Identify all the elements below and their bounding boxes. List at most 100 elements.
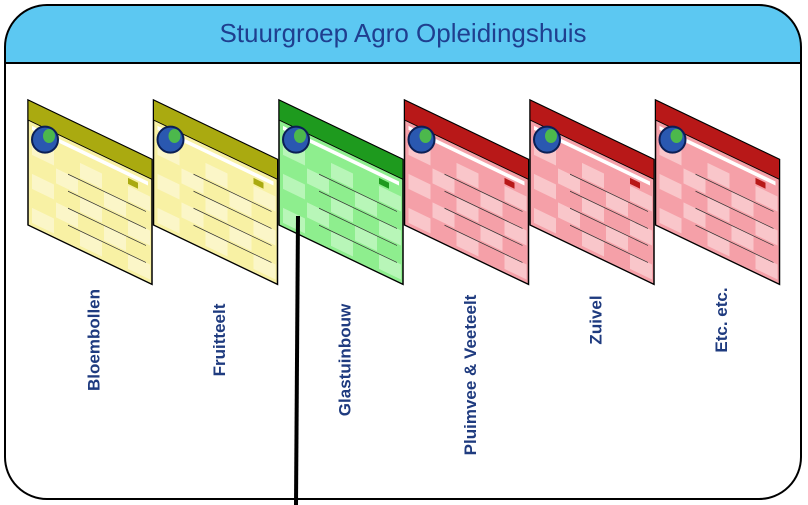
icon-cell	[205, 162, 228, 189]
icons: Bloembollen Fruitteelt Glastuinbouw Pluimve…	[27, 98, 781, 455]
icon-cell	[253, 219, 276, 246]
icon-cell	[630, 253, 652, 280]
icon-cell	[707, 162, 730, 189]
icon-cell	[456, 230, 479, 257]
calendar-icon	[654, 98, 781, 286]
icon-cell	[731, 225, 754, 251]
icon-cell	[253, 253, 276, 280]
icon-cell	[755, 219, 778, 246]
icon-grid	[319, 224, 397, 263]
icon-cell	[205, 196, 228, 223]
icon-cell	[534, 173, 556, 200]
icon-cell	[606, 225, 628, 251]
icon-grid	[193, 207, 272, 246]
icon-cell	[659, 173, 682, 200]
icon-grid	[444, 173, 523, 212]
icon-cell	[283, 173, 305, 200]
icon-grid	[570, 224, 648, 263]
icon-cell	[707, 230, 730, 257]
icon-cell	[157, 173, 180, 200]
icon-grid	[319, 173, 397, 212]
icon-cell	[755, 253, 778, 280]
icon-cell	[379, 253, 401, 280]
icon-marker	[253, 177, 264, 189]
icon-cell	[229, 225, 252, 251]
icon-header	[278, 99, 404, 181]
icon-grid	[444, 190, 523, 229]
icon-cell	[432, 168, 455, 194]
icon-grid	[319, 190, 397, 229]
icon-cell	[56, 168, 78, 194]
icon-cell	[504, 253, 527, 280]
icon-cell	[331, 196, 353, 223]
globe-land	[545, 129, 557, 143]
icon-marker	[504, 177, 515, 189]
icon-grid	[68, 173, 146, 212]
icon-cell	[307, 168, 329, 194]
connector-line	[294, 215, 300, 505]
item-label: Glastuinbouw	[335, 303, 354, 416]
icon-grid	[695, 207, 774, 246]
icon-header	[655, 99, 780, 181]
icon-cell	[606, 191, 628, 217]
icon-cell	[56, 202, 78, 228]
icon-cell	[504, 185, 527, 212]
icon-cell	[253, 185, 276, 212]
item-label: Etc. etc.	[712, 287, 731, 352]
icon-cell	[630, 185, 652, 212]
icon-cell	[630, 219, 652, 246]
icon-header	[27, 99, 153, 181]
icon-cell	[731, 191, 754, 217]
icon-cell	[128, 185, 150, 212]
icon-marker	[379, 177, 389, 189]
icon-cell	[582, 196, 604, 223]
icon-cell	[558, 202, 580, 228]
calendar-icon	[278, 98, 404, 286]
icon-cell	[480, 191, 503, 217]
calendar-icon	[529, 98, 655, 286]
icon-grid	[193, 173, 272, 212]
icon-grid	[193, 190, 272, 229]
globe-land	[294, 129, 306, 143]
icon-grid	[68, 224, 146, 263]
icon-grid	[444, 207, 523, 246]
icon-grid	[695, 224, 774, 263]
icon-cell	[331, 162, 353, 189]
item-label: Zuivel	[586, 295, 605, 344]
icon-cell	[683, 202, 706, 228]
icon-grid	[570, 207, 648, 246]
icon-grid	[68, 190, 146, 229]
icon-cell	[355, 191, 377, 217]
calendar-icon	[27, 98, 153, 286]
icon-cell	[408, 207, 431, 234]
icon-cell	[480, 225, 503, 251]
icon-marker	[128, 177, 138, 189]
item-label: Bloembollen	[84, 289, 103, 391]
icon-cell	[205, 230, 228, 257]
item-label: Fruitteelt	[210, 303, 229, 376]
icon-cell	[128, 253, 150, 280]
icon-grid	[570, 173, 648, 212]
icon-grid	[68, 207, 146, 246]
icon-marker	[755, 177, 766, 189]
icon-grid	[193, 224, 272, 263]
icon-cell	[659, 207, 682, 234]
icon-cell	[331, 230, 353, 257]
icon-cell	[432, 202, 455, 228]
header-band	[5, 5, 801, 64]
icon-header	[404, 99, 529, 181]
globe-land	[419, 129, 432, 143]
item-label: Pluimvee & Veeteelt	[461, 294, 480, 455]
calendar-icon	[152, 98, 279, 286]
icon-header	[529, 99, 655, 181]
icon-cell	[32, 207, 54, 234]
icon-cell	[582, 162, 604, 189]
icon-cell	[80, 230, 102, 257]
icon-cell	[181, 202, 204, 228]
icon-grid	[319, 207, 397, 246]
icon-cell	[707, 196, 730, 223]
icon-cell	[582, 230, 604, 257]
globe-land	[43, 129, 55, 143]
icon-grid	[695, 190, 774, 229]
